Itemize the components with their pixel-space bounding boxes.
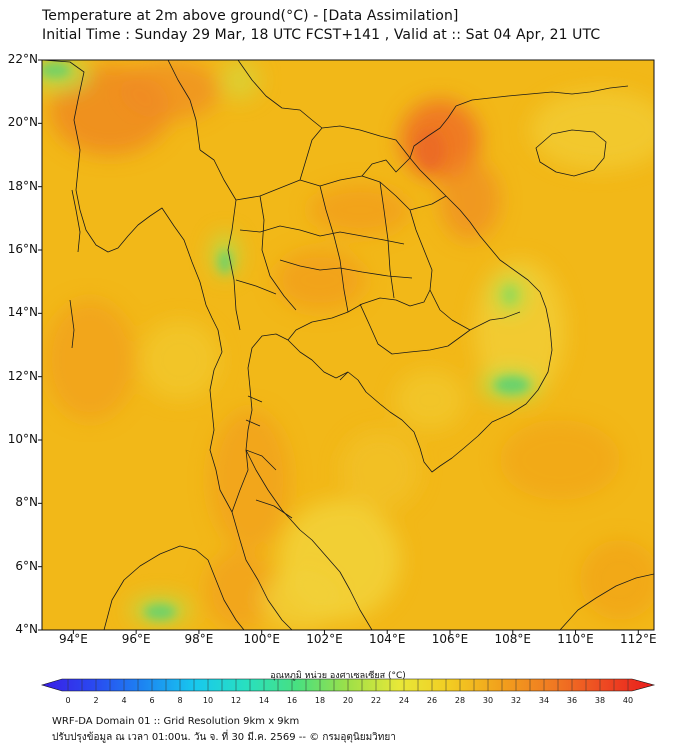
lat-label: 20°N (7, 115, 38, 130)
axis-ticks (38, 59, 639, 634)
myanmar-border (167, 60, 323, 151)
colorbar-tick-label: 6 (149, 696, 155, 705)
colorbar-tick-label: 8 (177, 696, 183, 705)
colorbar-tick-label: 4 (121, 696, 127, 705)
lat-label: 10°N (7, 432, 38, 446)
footer-model-info: WRF-DA Domain 01 :: Grid Resolution 9km … (52, 716, 300, 727)
lon-label: 104°E (368, 632, 406, 646)
myanmar-west-coast (42, 60, 293, 630)
lat-label: 8°N (15, 495, 38, 510)
lon-label: 108°E (494, 632, 532, 646)
colorbar-tick-label: 26 (426, 696, 438, 705)
footer-update-info: ปรับปรุงข้อมูล ณ เวลา 01:00น. วัน จ. ที่… (52, 732, 396, 743)
colorbar-tick-label: 14 (258, 696, 270, 705)
laos-border (299, 125, 447, 211)
malay-east-coast-2 (245, 449, 301, 531)
tonkin-coast (455, 85, 629, 107)
country-borders (42, 60, 654, 630)
sumatra-coast (103, 545, 245, 630)
gulf-coast-west (231, 333, 337, 513)
lat-label: 22°N (7, 52, 38, 66)
colorbar-tick-label: 38 (594, 696, 606, 705)
lat-label: 18°N (7, 178, 38, 193)
colorbar-tick-label: 10 (202, 696, 214, 705)
chart-title: Temperature at 2m above ground(°C) - [Da… (42, 8, 459, 24)
colorbar-tick-label: 28 (454, 696, 466, 705)
colorbar-tick-label: 24 (398, 696, 410, 705)
lat-label: 12°N (7, 368, 38, 383)
colorbar-tick-label: 18 (314, 696, 326, 705)
lon-label: 94°E (58, 632, 88, 646)
thai-provinces (235, 181, 413, 519)
colorbar-tick-label: 34 (538, 696, 550, 705)
lon-label: 98°E (184, 632, 214, 646)
thai-border (199, 149, 433, 341)
cambodia-coast (335, 105, 553, 473)
colorbar-tick-label: 12 (230, 696, 242, 705)
lat-label: 14°N (7, 305, 38, 320)
lon-label: 96°E (121, 632, 151, 646)
cambodia-border (339, 289, 521, 381)
andaman-islands (69, 189, 81, 349)
map-frame (41, 59, 655, 631)
lon-label: 100°E (243, 632, 280, 646)
colorbar-tick-label: 22 (370, 696, 382, 705)
lat-label: 4°N (15, 622, 38, 636)
colorbar-title: อุณหภูมิ หน่วย องศาเซลเซียส (°C) (270, 671, 406, 681)
lon-label: 112°E (620, 632, 657, 646)
colorbar-tick-label: 2 (93, 696, 99, 705)
colorbar-tick-label: 40 (622, 696, 634, 705)
colorbar-tick-label: 20 (342, 696, 354, 705)
lat-label: 16°N (7, 242, 38, 256)
malay-east-coast (299, 529, 373, 630)
lon-label: 106°E (431, 632, 469, 646)
colorbar-tick-label: 0 (65, 696, 71, 705)
colorbar (40, 678, 656, 692)
borneo-coast (559, 573, 654, 630)
colorbar-tick-label: 16 (286, 696, 298, 705)
colorbar-tick-label: 30 (482, 696, 494, 705)
lon-label: 102°E (306, 632, 343, 646)
lat-label: 6°N (15, 558, 38, 573)
chart-subtitle: Initial Time : Sunday 29 Mar, 18 UTC FCS… (42, 27, 601, 43)
hainan-island (535, 129, 607, 177)
colorbar-tick-label: 36 (566, 696, 578, 705)
colorbar-tick-label: 32 (510, 696, 522, 705)
lon-label: 110°E (557, 632, 594, 646)
temperature-field (42, 60, 654, 630)
